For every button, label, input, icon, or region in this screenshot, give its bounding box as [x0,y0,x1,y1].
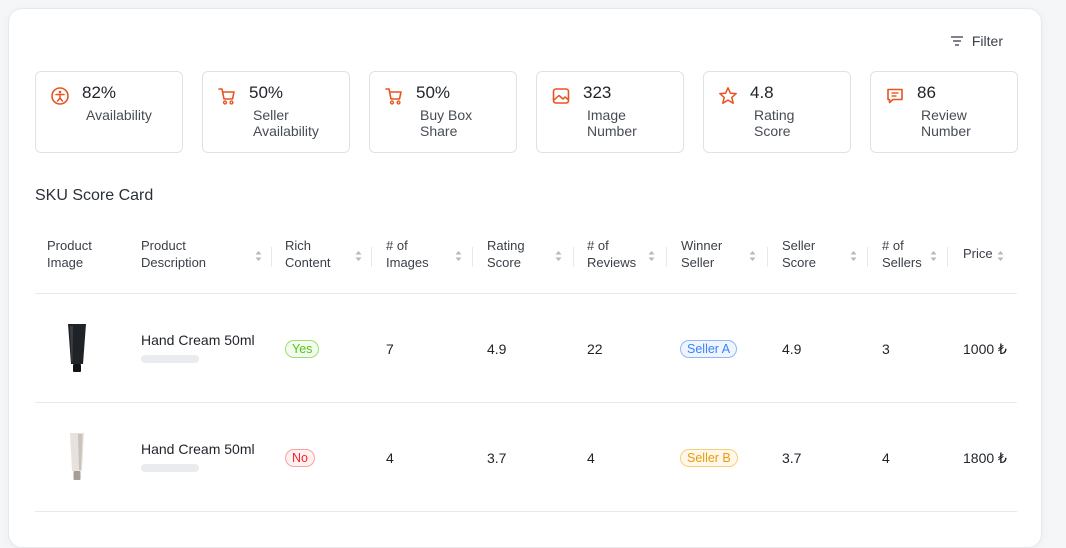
column-header-product-image: Product Image [47,238,92,270]
metric-card-review-number: 86 Review Number [870,71,1018,153]
column-header-rating-score[interactable]: Rating Score [487,238,525,270]
sellers-count: 4 [882,450,890,466]
column-divider [767,247,768,267]
column-divider [271,247,272,267]
images-count: 7 [386,341,394,357]
column-header-product-description[interactable]: Product Description [141,238,207,270]
cart-icon [384,86,404,106]
column-divider [573,247,574,267]
metric-value: 323 [583,83,612,102]
row-divider [35,402,1017,403]
product-image-tube-black [67,324,87,377]
table-row[interactable]: Hand Cream 50ml No 4 3.7 4 Seller B 3.7 … [35,403,1017,511]
sellers-count: 3 [882,341,890,357]
metric-label: Buy Box Share [420,107,473,139]
rich-content-badge: Yes [285,340,320,358]
column-divider [867,247,868,267]
metric-value: 4.8 [750,83,774,102]
metric-value: 82% [82,83,117,102]
metric-label: Rating Score [754,107,795,139]
product-image-tube-white [69,433,85,486]
cart-icon [217,86,237,106]
metric-cards: 82% Availability 50% Seller Availability [35,71,1018,153]
skeleton-placeholder [141,355,199,363]
table-row[interactable]: Hand Cream 50ml Yes 7 4.9 22 Seller A 4.… [35,294,1017,402]
reviews-count: 4 [587,450,595,466]
row-divider [35,511,1017,512]
message-icon [885,86,905,106]
sort-icon[interactable] [255,249,262,263]
column-header-winner-seller[interactable]: Winner Seller [681,238,723,270]
column-divider [472,247,473,267]
sort-icon[interactable] [355,249,362,263]
filter-icon [950,36,963,46]
table-header: Product Image Product Description Rich C… [35,237,1017,293]
sort-icon[interactable] [455,249,462,263]
column-divider [371,247,372,267]
skeleton-placeholder [141,464,199,472]
sort-icon[interactable] [850,249,857,263]
winner-seller-badge: Seller B [680,449,738,467]
image-icon [551,86,571,106]
column-header-seller-score[interactable]: Seller Score [782,238,816,270]
sort-icon[interactable] [555,249,562,263]
star-icon [718,86,738,106]
seller-score: 3.7 [782,450,802,466]
images-count: 4 [386,450,394,466]
sort-icon[interactable] [930,249,937,263]
metric-value: 50% [416,83,451,102]
price: 1000 ₺ [963,341,1007,357]
column-header-price[interactable]: Price [963,246,993,261]
column-divider [666,247,667,267]
metric-card-rating-score: 4.8 Rating Score [703,71,851,153]
metric-label: Image Number [587,107,637,139]
column-header-reviews[interactable]: # of Reviews [587,238,637,270]
metric-card-seller-availability: 50% Seller Availability [202,71,350,153]
reviews-count: 22 [587,341,603,357]
row-divider [35,293,1017,294]
rich-content-badge: No [285,449,315,467]
sort-icon[interactable] [749,249,756,263]
price: 1800 ₺ [963,450,1007,466]
metric-label: Availability [86,107,152,123]
column-header-rich-content[interactable]: Rich Content [285,238,331,270]
metric-card-image-number: 323 Image Number [536,71,684,153]
metric-label: Seller Availability [253,107,319,139]
winner-seller-badge: Seller A [680,340,738,358]
seller-score: 4.9 [782,341,802,357]
filter-label: Filter [971,33,1003,49]
metric-label: Review Number [921,107,971,139]
metric-value: 50% [249,83,284,102]
column-divider [947,247,948,267]
sku-dashboard-panel: Filter 82% Availability 50% [8,8,1042,548]
section-title: SKU Score Card [35,187,154,204]
filter-button[interactable]: Filter [950,33,1003,49]
sort-icon[interactable] [648,249,655,263]
product-name[interactable]: Hand Cream 50ml [141,332,255,348]
sort-icon[interactable] [997,249,1004,263]
metric-card-buy-box-share: 50% Buy Box Share [369,71,517,153]
metric-value: 86 [917,83,936,102]
accessibility-icon [50,86,70,106]
rating-score: 4.9 [487,341,507,357]
column-header-images[interactable]: # of Images [386,238,429,270]
rating-score: 3.7 [487,450,507,466]
product-name[interactable]: Hand Cream 50ml [141,441,255,457]
column-header-sellers[interactable]: # of Sellers [882,238,922,270]
metric-card-availability: 82% Availability [35,71,183,153]
